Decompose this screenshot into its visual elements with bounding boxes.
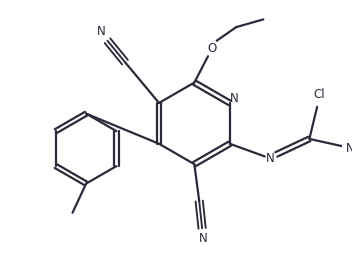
Text: N: N [346, 142, 352, 155]
Text: N: N [97, 25, 106, 38]
Text: Cl: Cl [313, 88, 325, 101]
Text: N: N [230, 92, 239, 105]
Text: N: N [199, 233, 207, 246]
Text: N: N [266, 152, 275, 165]
Text: O: O [207, 42, 216, 55]
